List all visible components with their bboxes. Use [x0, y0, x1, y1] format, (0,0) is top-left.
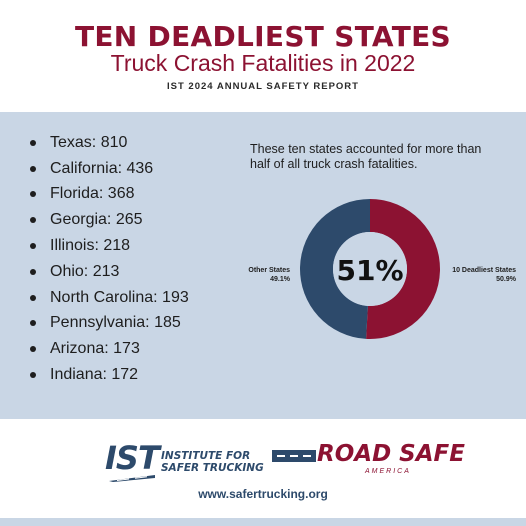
website-link[interactable]: www.safertrucking.org [198, 487, 328, 501]
list-item: Indiana: 172 [30, 362, 189, 388]
bottom-bar [0, 518, 526, 526]
bullet-icon [30, 294, 36, 301]
states-list: Texas: 810 California: 436 Florida: 368 … [30, 130, 189, 388]
bullet-icon [30, 320, 36, 327]
state-label: Arizona: 173 [50, 340, 140, 358]
ist-logo-letters: IST [105, 439, 160, 477]
state-label: Illinois: 218 [50, 237, 131, 255]
bullet-icon [30, 346, 36, 353]
state-label: North Carolina: 193 [50, 288, 189, 306]
list-item: Pennsylvania: 185 [30, 311, 189, 337]
ist-logo-line2: SAFER TRUCKING [161, 461, 264, 474]
report-label: IST 2024 ANNUAL SAFETY REPORT [167, 81, 359, 92]
bullet-icon [30, 191, 36, 198]
state-label: Georgia: 265 [50, 211, 143, 229]
donut-chart: 51% 10 Deadliest States 50.9% Other States 4… [248, 199, 517, 339]
slice-value-label-0: 50.9% [496, 276, 517, 283]
content-panel: Texas: 810 California: 436 Florida: 368 … [0, 112, 526, 419]
state-label: Ohio: 213 [50, 262, 120, 280]
ist-logo-name: INSTITUTE FOR SAFER TRUCKING [161, 450, 264, 474]
slice-value-label-1: 49.1% [270, 276, 291, 283]
page-subtitle: Truck Crash Fatalities in 2022 [110, 50, 416, 76]
state-label: Florida: 368 [50, 185, 135, 203]
state-label: Pennsylvania: 185 [50, 314, 181, 332]
road-swoosh-icon [109, 475, 155, 482]
slice-name-label-0: 10 Deadliest States [452, 267, 516, 274]
list-item: Illinois: 218 [30, 233, 189, 259]
list-item: Ohio: 213 [30, 259, 189, 285]
ist-logo-line1: INSTITUTE FOR [161, 450, 251, 462]
ist-logo: IST INSTITUTE FOR SAFER TRUCKING [105, 437, 265, 487]
list-item: Arizona: 173 [30, 336, 189, 362]
footer: IST INSTITUTE FOR SAFER TRUCKING ROAD SA… [0, 419, 526, 526]
road-safe-sub: AMERICA [365, 468, 411, 475]
list-item: Florida: 368 [30, 182, 189, 208]
state-label: California: 436 [50, 159, 154, 177]
slice-name-label-1: Other States [248, 267, 290, 274]
page-title: TEN DEADLIEST STATES [74, 20, 452, 53]
state-label: Texas: 810 [50, 133, 128, 151]
donut-slice-1 [299, 199, 370, 339]
list-item: North Carolina: 193 [30, 285, 189, 311]
bullet-icon [30, 217, 36, 224]
state-label: Indiana: 172 [50, 366, 139, 384]
donut-hole [333, 232, 407, 306]
header: TEN DEADLIEST STATES Truck Crash Fatalit… [0, 0, 526, 112]
road-dashes-icon [272, 450, 316, 462]
list-item: Georgia: 265 [30, 207, 189, 233]
road-safe-logo: ROAD SAFE AMERICA [272, 441, 465, 485]
road-safe-name: ROAD SAFE [317, 441, 465, 467]
list-item: Texas: 810 [30, 130, 189, 156]
bullet-icon [30, 139, 36, 146]
donut-note: These ten states accounted for more than… [250, 142, 482, 171]
bullet-icon [30, 165, 36, 172]
donut-slice-0 [366, 199, 441, 339]
donut-center-label: 51% [336, 254, 403, 287]
bullet-icon [30, 243, 36, 250]
list-item: California: 436 [30, 156, 189, 182]
bullet-icon [30, 268, 36, 275]
bullet-icon [30, 372, 36, 379]
